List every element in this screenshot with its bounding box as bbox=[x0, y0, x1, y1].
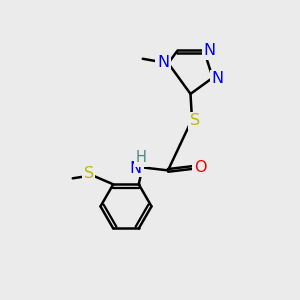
Text: S: S bbox=[84, 166, 94, 181]
Text: N: N bbox=[130, 161, 142, 176]
Text: N: N bbox=[157, 55, 169, 70]
Text: S: S bbox=[190, 113, 200, 128]
Text: H: H bbox=[136, 150, 147, 165]
Text: N: N bbox=[212, 71, 224, 86]
Text: N: N bbox=[203, 43, 215, 58]
Text: O: O bbox=[194, 160, 206, 175]
